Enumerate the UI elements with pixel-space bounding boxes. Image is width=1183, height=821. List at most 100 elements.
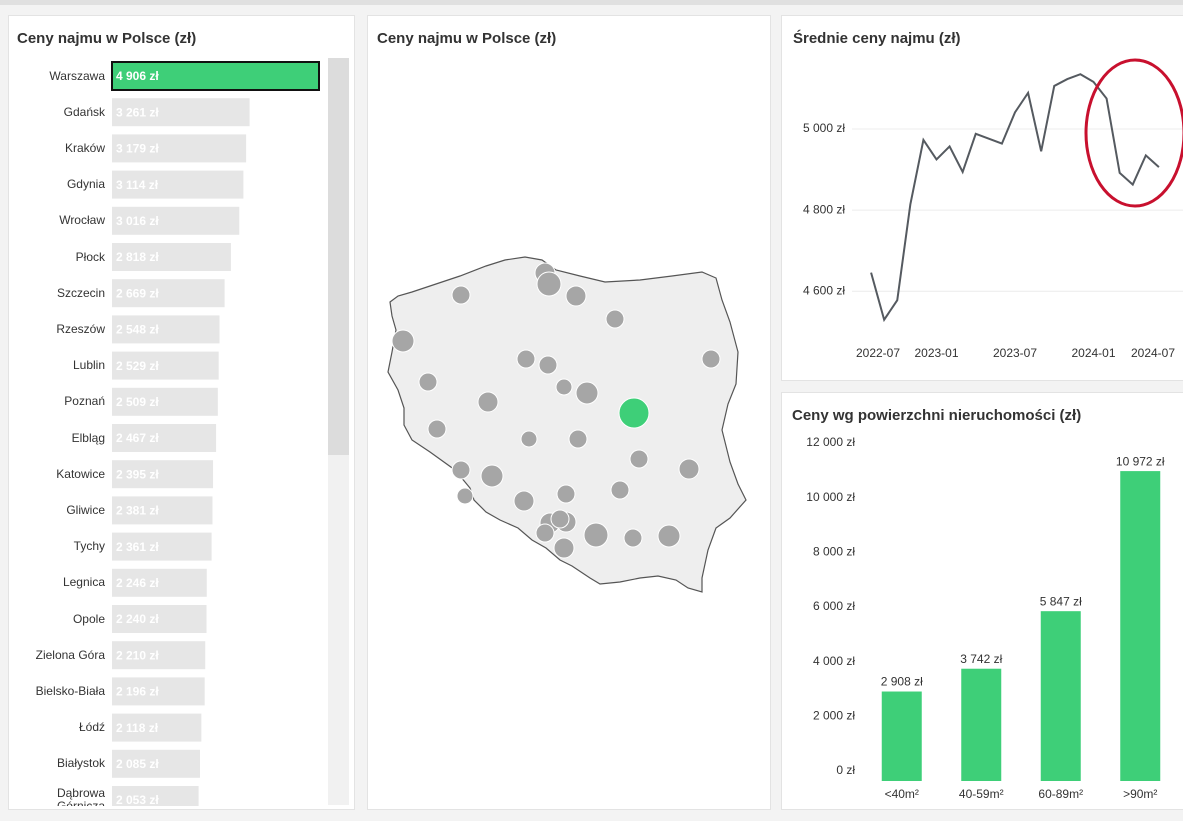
value-label: 2 053 zł <box>116 793 159 807</box>
value-label: 2 529 zł <box>116 359 159 373</box>
bar <box>112 605 207 633</box>
bar <box>112 496 213 525</box>
city-bubble <box>391 329 415 353</box>
y-tick-label: 10 000 zł <box>806 490 855 504</box>
y-tick-label: 6 000 zł <box>813 599 855 613</box>
category-label: Zielona Góra <box>35 647 105 662</box>
category-label: Płock <box>75 249 105 264</box>
category-label-box: Elbląg <box>72 431 105 444</box>
category-label-box: Dąbrowa Górnicza <box>57 787 105 807</box>
value-label: 2 196 zł <box>116 685 159 699</box>
city-bubble <box>583 522 609 548</box>
bar <box>112 315 220 344</box>
city-bubble <box>550 509 570 529</box>
x-tick-label: >90m² <box>1123 787 1157 801</box>
bar <box>112 206 240 235</box>
value-label: 2 467 zł <box>116 431 159 445</box>
x-tick-label: 2023-01 <box>914 346 958 360</box>
category-label-box: Gdynia <box>66 177 105 192</box>
category-label: Białystok <box>56 756 105 771</box>
category-label: Legnica <box>62 575 105 590</box>
category-label-box: Katowice <box>56 467 105 480</box>
value-label: 3 261 zł <box>116 105 159 119</box>
panel-title: Ceny najmu w Polsce (zł) <box>17 30 196 47</box>
bar <box>112 532 212 561</box>
value-label: 2 548 zł <box>116 323 159 337</box>
bar <box>112 460 214 489</box>
city-bubble <box>568 429 588 449</box>
value-label: 4 906 zł <box>116 69 159 83</box>
y-tick-label: 4 600 zł <box>803 283 845 297</box>
city-bubble <box>427 419 447 439</box>
city-bubble <box>536 271 562 297</box>
x-tick-label: 2023-07 <box>993 346 1037 360</box>
city-bubble <box>575 381 599 405</box>
category-label-box: Zielona Góra <box>35 647 105 662</box>
charts: Warszawa 4 906 zł Gdańsk 3 261 zł Kraków 3 17… <box>35 61 1183 807</box>
city-bubbles <box>391 262 721 559</box>
panel-title: Średnie ceny najmu (zł) <box>793 29 961 47</box>
category-label: Gdynia <box>66 177 105 192</box>
category-label: Lublin <box>72 358 105 373</box>
bar <box>112 568 207 597</box>
category-label-box: Gdańsk <box>63 104 105 119</box>
city-bubble <box>451 285 471 305</box>
country-shape <box>387 256 747 593</box>
category-label: Łódź <box>78 720 105 735</box>
category-label-box: Lublin <box>72 358 105 373</box>
line <box>870 73 1160 323</box>
city-bubble <box>553 537 575 559</box>
category-label: Wrocław <box>59 213 105 228</box>
category-label-box: Wrocław <box>59 213 105 228</box>
bar <box>1040 611 1081 781</box>
category-label: Warszawa <box>49 68 105 83</box>
value-label: 2 210 zł <box>116 648 159 662</box>
city-bubble <box>535 523 555 543</box>
value-label: 2 118 zł <box>116 721 159 735</box>
city-bubble <box>678 458 700 480</box>
value-label: 2 240 zł <box>116 612 159 626</box>
city-bubble <box>623 528 643 548</box>
city-bubble <box>480 464 504 488</box>
bar <box>112 98 250 127</box>
category-label-box: Warszawa <box>49 68 105 83</box>
bar <box>881 691 922 781</box>
category-label-box: Łódź <box>78 720 105 735</box>
panel-title: Ceny najmu w Polsce (zł) <box>377 30 556 47</box>
y-tick-label: 2 000 zł <box>813 709 855 723</box>
category-label-box: Legnica <box>62 575 105 590</box>
bar <box>111 61 320 91</box>
bar <box>961 668 1002 781</box>
category-label-box: Szczecin <box>56 285 105 300</box>
category-label: Tychy <box>73 539 105 554</box>
city-bubble <box>477 391 499 413</box>
bar <box>112 351 219 380</box>
map <box>387 256 747 593</box>
scrollbar-thumb[interactable] <box>328 58 349 455</box>
y-tick-label: 5 000 zł <box>803 121 845 135</box>
category-label: Gdańsk <box>63 104 105 119</box>
category-label-box: Poznań <box>64 395 105 408</box>
value-label: 3 742 zł <box>960 652 1002 666</box>
bar <box>112 243 231 271</box>
value-label: 3 016 zł <box>116 214 159 228</box>
value-label: 2 085 zł <box>116 757 159 771</box>
x-tick-label: 2022-07 <box>856 346 900 360</box>
y-tick-label: 12 000 zł <box>806 435 855 449</box>
category-label-box: Rzeszów <box>56 322 105 335</box>
value-label: 10 972 zł <box>1116 454 1165 468</box>
category-label: Opole <box>72 611 105 626</box>
value-label: 2 818 zł <box>116 250 159 264</box>
category-label: Szczecin <box>56 285 105 300</box>
city-bubble <box>418 372 438 392</box>
panel <box>781 392 1183 810</box>
bar <box>112 713 202 742</box>
highlight-bubble <box>618 397 650 429</box>
x-tick-label: 60-89m² <box>1038 787 1083 801</box>
category-label-box: Kraków <box>65 141 105 154</box>
value-label: 3 179 zł <box>116 142 159 156</box>
bar-list: Warszawa 4 906 zł Gdańsk 3 261 zł Kraków 3 17… <box>35 61 320 807</box>
x-tick-label: <40m² <box>885 787 919 801</box>
bar <box>112 134 247 163</box>
